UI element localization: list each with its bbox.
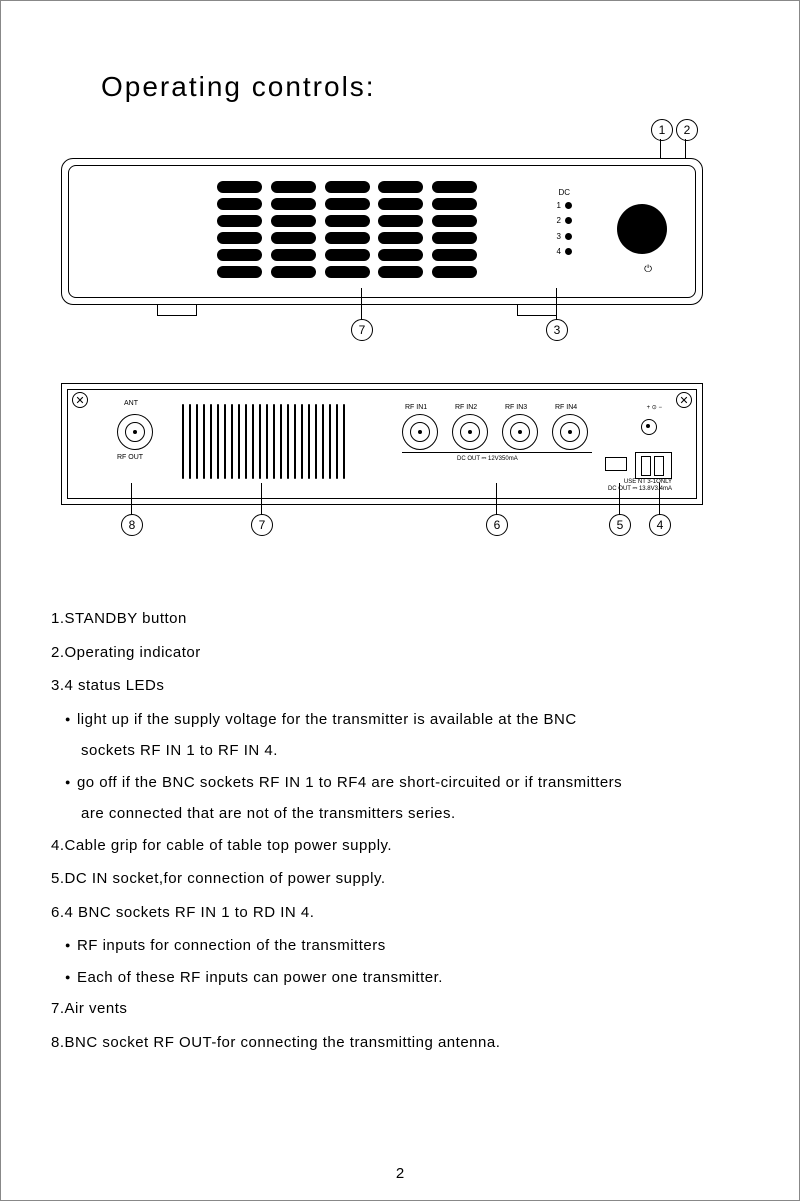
led-icon <box>565 248 572 255</box>
screw-icon: ✕ <box>72 392 88 408</box>
desc-item-3a-cont: sockets RF IN 1 to RF IN 4. <box>51 735 749 767</box>
desc-item-3b-cont: are connected that are not of the transm… <box>51 798 749 830</box>
desc-item-7: 7.Air vents <box>51 993 749 1025</box>
callout-7b: 7 <box>251 514 273 536</box>
status-leds: DC 1 2 3 4 <box>557 187 572 261</box>
callout-3: 3 <box>546 319 568 341</box>
polarity-label: + ⊙ − <box>647 404 662 411</box>
led-icon <box>565 217 572 224</box>
desc-item-8: 8.BNC socket RF OUT-for connecting the t… <box>51 1027 749 1059</box>
led-1-label: 1 <box>557 200 561 211</box>
use-note-2: DC OUT ⎓ 13.8V3.4mA <box>608 486 672 493</box>
screw-icon: ✕ <box>676 392 692 408</box>
use-note-1: USE NT 3-1ONLY <box>624 479 672 485</box>
front-panel-diagram: 1 2 DC 1 2 3 4 ⏻ <box>51 133 749 333</box>
desc-item-3b: go off if the BNC sockets RF IN 1 to RF4… <box>51 767 749 799</box>
rfout-label: RF OUT <box>117 454 143 461</box>
callout-5: 5 <box>609 514 631 536</box>
desc-item-4: 4.Cable grip for cable of table top powe… <box>51 830 749 862</box>
desc-item-3: 3.4 status LEDs <box>51 670 749 702</box>
desc-item-5: 5.DC IN socket,for connection of power s… <box>51 863 749 895</box>
vent-grille-icon <box>217 181 477 283</box>
led-icon <box>565 202 572 209</box>
callout-1: 1 <box>651 119 673 141</box>
desc-item-2: 2.Operating indicator <box>51 637 749 669</box>
foot-icon <box>517 304 557 316</box>
dc-jack-icon <box>641 419 657 435</box>
desc-item-3a: light up if the supply voltage for the t… <box>51 704 749 736</box>
rfin3-label: RF IN3 <box>505 404 527 411</box>
led-2-label: 2 <box>557 215 561 226</box>
callout-6: 6 <box>486 514 508 536</box>
bnc-ant-icon <box>117 414 153 450</box>
dc-label: DC <box>557 187 572 198</box>
manual-page: Operating controls: 1 2 DC 1 2 3 4 <box>0 0 800 1201</box>
desc-item-1: 1.STANDBY button <box>51 603 749 635</box>
page-title: Operating controls: <box>101 71 749 103</box>
led-icon <box>565 233 572 240</box>
standby-button-icon <box>617 204 667 254</box>
power-icon: ⏻ <box>644 264 652 275</box>
page-number: 2 <box>1 1165 799 1182</box>
callout-2: 2 <box>676 119 698 141</box>
led-3-label: 3 <box>557 231 561 242</box>
bnc-rfin2-icon <box>452 414 488 450</box>
foot-icon <box>157 304 197 316</box>
led-4-label: 4 <box>557 246 561 257</box>
ant-label: ANT <box>124 400 138 407</box>
bnc-rfin4-icon <box>552 414 588 450</box>
clip-icon <box>605 457 627 471</box>
rfin4-label: RF IN4 <box>555 404 577 411</box>
bnc-rfin1-icon <box>402 414 438 450</box>
description-list: 1.STANDBY button 2.Operating indicator 3… <box>51 603 749 1058</box>
rfin2-label: RF IN2 <box>455 404 477 411</box>
desc-item-6: 6.4 BNC sockets RF IN 1 to RD IN 4. <box>51 897 749 929</box>
back-panel-diagram: ✕ ✕ ANT RF OUT RF IN1 RF IN2 RF IN3 RF I… <box>51 383 749 553</box>
cable-grip-icon <box>635 452 672 479</box>
callout-8: 8 <box>121 514 143 536</box>
rfin1-label: RF IN1 <box>405 404 427 411</box>
callout-4: 4 <box>649 514 671 536</box>
vent-back-icon <box>182 404 345 479</box>
desc-item-6a: RF inputs for connection of the transmit… <box>51 930 749 962</box>
desc-item-6b: Each of these RF inputs can power one tr… <box>51 962 749 994</box>
dcout-label: DC OUT ⎓ 12V350mA <box>457 456 518 463</box>
bnc-rfin3-icon <box>502 414 538 450</box>
callout-7: 7 <box>351 319 373 341</box>
